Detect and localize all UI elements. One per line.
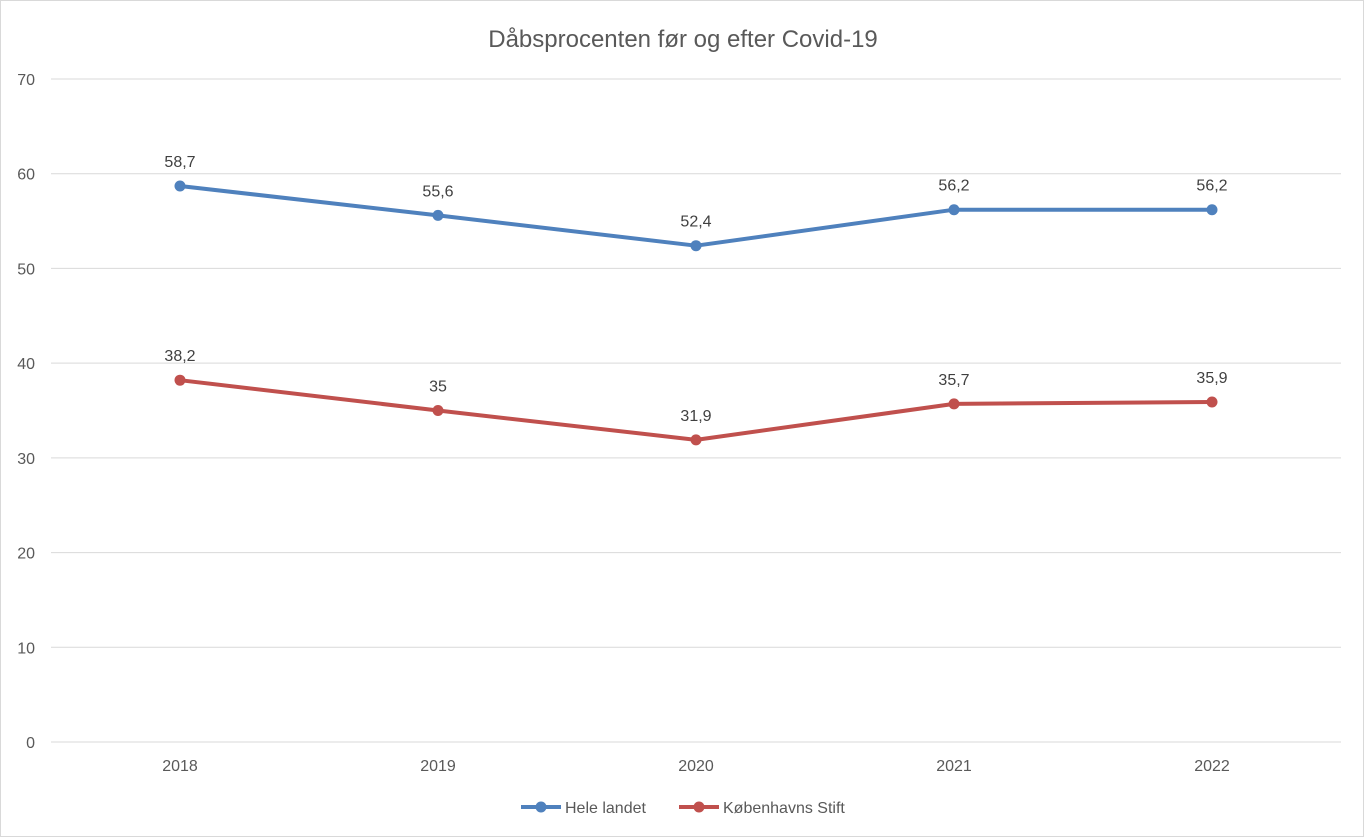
legend-label: Hele landet — [565, 800, 647, 817]
x-tick-label: 2020 — [678, 758, 714, 775]
legend: Hele landet Københavns Stift — [521, 800, 845, 817]
y-tick-label: 30 — [17, 451, 35, 468]
data-label: 56,2 — [1196, 178, 1227, 195]
y-tick-label: 50 — [17, 261, 35, 278]
data-point — [1206, 396, 1218, 408]
data-label: 58,7 — [164, 154, 195, 171]
data-point — [948, 398, 960, 410]
data-label: 35,9 — [1196, 370, 1227, 387]
y-axis-ticks: 0 10 20 30 40 50 60 70 — [17, 72, 35, 752]
data-labels: 58,7 55,6 52,4 56,2 56,2 38,2 35 31,9 35,7 35,9 — [164, 154, 1227, 425]
data-point — [690, 434, 702, 446]
legend-label: Københavns Stift — [723, 800, 845, 817]
data-point — [174, 374, 186, 386]
data-point — [948, 204, 960, 216]
legend-swatch-marker — [535, 801, 547, 813]
legend-swatch-marker — [693, 801, 705, 813]
data-label: 31,9 — [680, 408, 711, 425]
data-point — [690, 240, 702, 252]
y-tick-label: 60 — [17, 167, 35, 184]
data-label: 35,7 — [938, 372, 969, 389]
data-point — [432, 405, 444, 416]
y-tick-label: 70 — [17, 72, 35, 89]
data-label: 38,2 — [164, 348, 195, 365]
data-label: 55,6 — [422, 183, 453, 200]
gridlines — [51, 78, 1341, 743]
y-tick-label: 40 — [17, 356, 35, 373]
series-layer — [174, 180, 1218, 446]
x-tick-label: 2019 — [420, 758, 456, 775]
y-tick-label: 0 — [26, 735, 35, 752]
data-point — [1206, 204, 1218, 216]
chart-title: Dåbsprocenten før og efter Covid-19 — [488, 26, 878, 53]
data-point — [174, 180, 186, 192]
x-tick-label: 2018 — [162, 758, 198, 775]
data-label: 35 — [429, 379, 447, 396]
x-tick-label: 2022 — [1194, 758, 1230, 775]
y-tick-label: 20 — [17, 546, 35, 563]
data-label: 56,2 — [938, 178, 969, 195]
data-point — [432, 209, 444, 221]
y-tick-label: 10 — [17, 640, 35, 657]
x-axis-ticks: 2018 2019 2020 2021 2022 — [162, 758, 1230, 775]
x-tick-label: 2021 — [936, 758, 972, 775]
data-label: 52,4 — [680, 214, 711, 231]
